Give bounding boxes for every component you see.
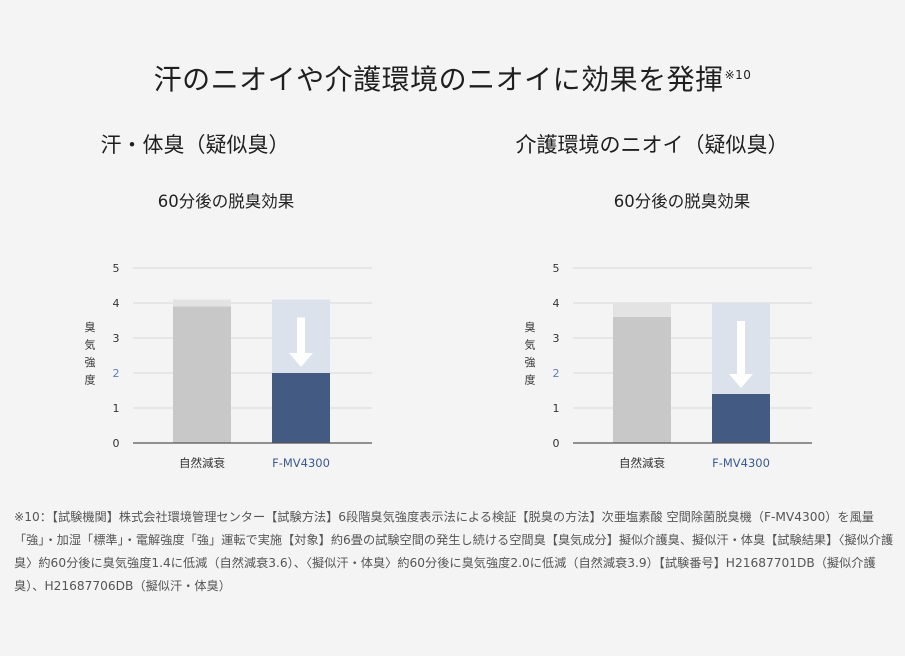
y-axis-label-char: 気 [525,338,536,352]
page-title: 汗のニオイや介護環境のニオイに効果を発揮※10 [0,58,905,98]
y-axis-label-char: 臭 [525,320,536,334]
x-category-label: F-MV4300 [272,456,330,470]
chart-title: 介護環境のニオイ（疑似臭） [516,133,789,157]
x-category-label: F-MV4300 [712,456,770,470]
page-title-text: 汗のニオイや介護環境のニオイに効果を発揮 [153,63,724,96]
down-arrow-shaft [737,321,745,374]
y-tick-label: 4 [113,297,120,310]
chart-sweat-body-odor: 汗・体臭（疑似臭）60分後の脱臭効果012345臭気強度臭気強度自然減衰F-MV… [30,120,470,480]
y-axis-label-char: 強 [525,356,536,369]
natural-decay-bar [613,317,671,443]
down-arrow-icon [289,353,313,367]
y-axis-label-char: 度 [85,373,96,387]
y-tick-label: 2 [553,367,560,380]
product-bar [712,394,770,443]
down-arrow-shaft [297,317,305,353]
y-tick-label: 5 [113,262,120,275]
natural-decay-bar-start [613,303,671,317]
natural-decay-bar [173,306,231,443]
title-footnote-mark: ※10 [724,67,752,82]
x-category-label: 自然減衰 [619,456,665,470]
down-arrow-icon [729,374,753,388]
y-tick-label: 3 [113,332,120,345]
x-category-label: 自然減衰 [179,456,225,470]
natural-decay-bar-start [173,299,231,307]
y-tick-label: 1 [113,402,120,415]
y-tick-label: 0 [553,437,560,450]
y-axis-label-char: 臭 [85,320,96,334]
y-tick-label: 0 [113,437,120,450]
test-footnote: ※10：【試験機関】株式会社環境管理センター【試験方法】6段階臭気強度表示法によ… [14,510,894,593]
chart-svg: 介護環境のニオイ（疑似臭）60分後の脱臭効果012345臭気強度臭気強度自然減衰… [516,133,812,470]
y-tick-label: 3 [553,332,560,345]
chart-title: 汗・体臭（疑似臭） [101,133,290,157]
y-tick-label: 2 [113,367,120,380]
y-tick-label: 5 [553,262,560,275]
y-axis-label-char: 強 [85,356,96,369]
y-tick-label: 4 [553,297,560,310]
chart-subtitle: 60分後の脱臭効果 [158,192,295,211]
product-bar [272,373,330,443]
chart-nursing-care-odor: 介護環境のニオイ（疑似臭）60分後の脱臭効果012345臭気強度臭気強度自然減衰… [470,120,905,480]
y-axis-label-char: 度 [525,373,536,387]
chart-subtitle: 60分後の脱臭効果 [614,192,751,211]
chart-svg: 汗・体臭（疑似臭）60分後の脱臭効果012345臭気強度臭気強度自然減衰F-MV… [85,133,372,470]
y-axis-label-char: 気 [85,338,96,352]
y-tick-label: 1 [553,402,560,415]
